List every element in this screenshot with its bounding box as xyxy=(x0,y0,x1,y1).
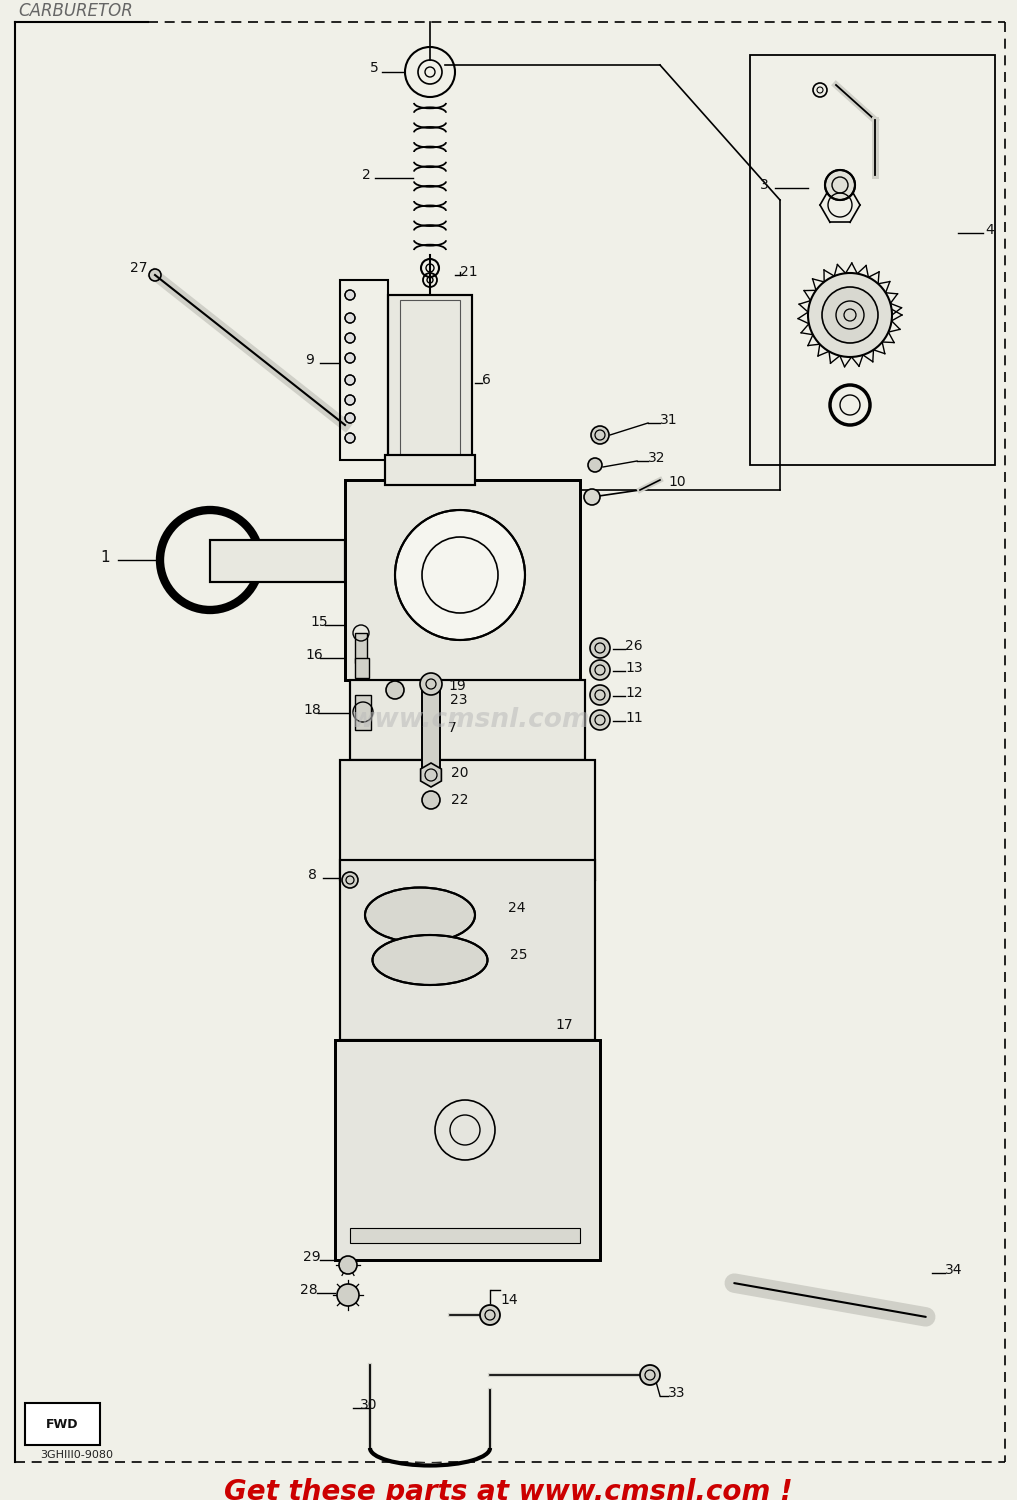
Circle shape xyxy=(337,1284,359,1306)
Text: CARBURETOR: CARBURETOR xyxy=(18,2,133,20)
Bar xyxy=(210,540,345,582)
Text: 21: 21 xyxy=(460,266,478,279)
Text: 20: 20 xyxy=(451,766,469,780)
Bar xyxy=(340,760,595,880)
Bar xyxy=(350,680,585,760)
Text: 30: 30 xyxy=(360,1398,377,1411)
Circle shape xyxy=(345,433,355,442)
Circle shape xyxy=(339,1256,357,1274)
Circle shape xyxy=(342,871,358,888)
Text: 15: 15 xyxy=(310,615,327,628)
Circle shape xyxy=(345,413,355,423)
Circle shape xyxy=(588,458,602,472)
Text: 14: 14 xyxy=(500,1293,518,1306)
Bar xyxy=(335,1040,600,1260)
Text: 7: 7 xyxy=(448,722,457,735)
Bar xyxy=(350,1228,580,1244)
Bar xyxy=(388,296,472,465)
Bar xyxy=(388,296,472,465)
Text: 11: 11 xyxy=(625,711,643,724)
Bar xyxy=(355,658,369,678)
Text: 24: 24 xyxy=(508,902,526,915)
Circle shape xyxy=(345,314,355,322)
Circle shape xyxy=(386,681,404,699)
Circle shape xyxy=(590,660,610,680)
Circle shape xyxy=(590,638,610,658)
Bar xyxy=(345,480,580,680)
Text: 13: 13 xyxy=(625,662,643,675)
Text: www.cmsnl.com: www.cmsnl.com xyxy=(350,706,590,734)
Bar xyxy=(385,454,475,484)
Bar xyxy=(335,1040,600,1260)
Text: 9: 9 xyxy=(305,352,314,368)
Bar xyxy=(422,686,440,770)
Text: 6: 6 xyxy=(482,374,491,387)
Circle shape xyxy=(345,352,355,363)
Ellipse shape xyxy=(372,934,487,986)
Bar xyxy=(750,56,995,465)
Bar xyxy=(340,280,388,460)
Circle shape xyxy=(480,1305,500,1324)
Text: 1: 1 xyxy=(100,549,110,564)
FancyArrowPatch shape xyxy=(734,1282,925,1317)
Circle shape xyxy=(584,489,600,506)
Bar xyxy=(355,694,371,730)
Text: 25: 25 xyxy=(510,948,528,962)
Text: 19: 19 xyxy=(448,680,466,693)
Circle shape xyxy=(420,674,442,694)
Text: Get these parts at www.cmsnl.com !: Get these parts at www.cmsnl.com ! xyxy=(224,1478,792,1500)
Circle shape xyxy=(825,170,855,200)
Text: 3GHIII0-9080: 3GHIII0-9080 xyxy=(40,1450,113,1460)
Text: 31: 31 xyxy=(660,413,677,428)
Circle shape xyxy=(591,426,609,444)
Text: 3: 3 xyxy=(760,178,769,192)
Text: FWD: FWD xyxy=(46,1418,78,1431)
Circle shape xyxy=(345,333,355,344)
Circle shape xyxy=(590,710,610,730)
Text: 27: 27 xyxy=(130,261,147,274)
Circle shape xyxy=(822,286,878,344)
Text: 12: 12 xyxy=(625,686,643,700)
Text: 33: 33 xyxy=(668,1386,685,1400)
Text: 26: 26 xyxy=(625,639,643,652)
Bar xyxy=(340,859,595,1040)
Text: 32: 32 xyxy=(648,452,665,465)
Text: 17: 17 xyxy=(555,1019,573,1032)
Text: 16: 16 xyxy=(305,648,322,662)
Bar xyxy=(385,454,475,484)
Bar xyxy=(355,633,367,663)
Bar xyxy=(350,680,585,760)
Bar xyxy=(345,480,580,680)
Bar xyxy=(340,859,595,1040)
Bar xyxy=(340,760,595,880)
Text: 4: 4 xyxy=(985,224,994,237)
Bar xyxy=(25,1402,100,1444)
Circle shape xyxy=(345,290,355,300)
Text: 29: 29 xyxy=(303,1250,320,1264)
Circle shape xyxy=(422,790,440,808)
Bar xyxy=(422,686,440,770)
Text: 34: 34 xyxy=(945,1263,962,1276)
Text: 5: 5 xyxy=(370,62,378,75)
Text: 18: 18 xyxy=(303,704,320,717)
Bar xyxy=(400,300,460,460)
Text: 23: 23 xyxy=(450,693,468,706)
Circle shape xyxy=(395,510,525,640)
Bar xyxy=(210,540,345,582)
Circle shape xyxy=(345,375,355,386)
Ellipse shape xyxy=(365,888,475,942)
Text: 8: 8 xyxy=(308,868,317,882)
Circle shape xyxy=(807,273,892,357)
Text: 2: 2 xyxy=(362,168,371,182)
FancyArrowPatch shape xyxy=(734,1282,925,1317)
Text: 28: 28 xyxy=(300,1282,317,1298)
Circle shape xyxy=(640,1365,660,1384)
Circle shape xyxy=(590,686,610,705)
Text: 10: 10 xyxy=(668,476,685,489)
Circle shape xyxy=(345,394,355,405)
Text: 22: 22 xyxy=(451,794,469,807)
